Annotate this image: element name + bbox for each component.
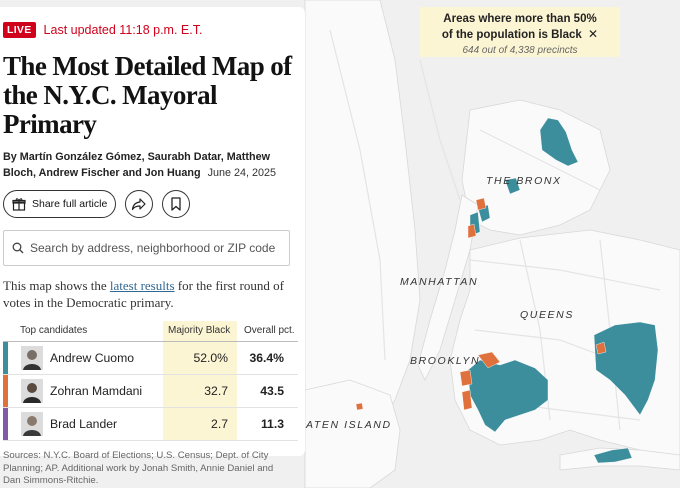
majority-black-value: 52.0% [193,351,228,365]
publish-date: June 24, 2025 [207,167,277,179]
map-legend: Areas where more than 50% of the populat… [420,7,620,57]
precincts-mamdani[interactable] [355,197,607,411]
header-overall-pct: Overall pct. [244,325,295,336]
avatar-cuomo [21,346,43,370]
overall-pct-value: 43.5 [260,384,284,398]
majority-black-highlight [163,321,237,440]
gift-icon [12,198,26,211]
article-actions: Share full article [3,190,305,218]
overall-pct-value: 11.3 [260,417,284,431]
bookmark-icon [171,197,181,211]
headline-line1: The Most Detailed Map of [3,51,292,81]
bookmark-button[interactable] [162,190,191,218]
map-label-staten-island: ATEN ISLAND [305,419,392,431]
byline-line1: By Martín González Gómez, Saurabh Datar,… [3,151,270,163]
map-label-manhattan: MANHATTAN [400,276,478,288]
close-icon[interactable]: ✕ [588,27,599,41]
legend-title: Areas where more than 50% of the populat… [420,12,620,43]
last-updated: Last updated 11:18 p.m. E.T. [43,23,203,37]
search-icon [12,242,24,254]
share-full-article-button[interactable]: Share full article [3,190,117,218]
table-row-lander[interactable]: Brad Lander 2.7 11.3 [3,408,298,441]
candidate-color-bar [3,375,8,407]
legend-subtitle: 644 out of 4,338 precincts [462,45,578,56]
candidate-name: Andrew Cuomo [50,351,134,365]
share-arrow-icon [132,198,146,211]
search-input[interactable] [30,241,280,255]
intro-after: for the first round of votes in the Demo… [3,278,284,310]
article-panel: LIVE Last updated 11:18 p.m. E.T. The Mo… [0,7,305,486]
map-label-brooklyn: BROOKLYN [410,355,480,367]
results-table: Top candidates Majority Black Overall pc… [3,321,298,441]
table-row-mamdani[interactable]: Zohran Mamdani 32.7 43.5 [3,375,298,408]
table-header: Top candidates Majority Black Overall pc… [3,321,298,342]
majority-black-value: 2.7 [211,417,228,431]
live-badge: LIVE [3,22,36,38]
map-label-bronx: THE BRONX [486,175,562,187]
candidate-color-bar [3,342,8,374]
intro-text: This map shows the latest results for th… [3,277,305,311]
table-row-cuomo[interactable]: Andrew Cuomo 52.0% 36.4% [3,342,298,375]
sources-note: Sources: N.Y.C. Board of Elections; U.S.… [3,450,274,486]
candidate-color-bar [3,408,8,440]
address-search[interactable] [3,230,290,266]
byline-line2: Bloch, Andrew Fischer and Jon Huang [3,167,201,179]
avatar-lander [21,412,43,436]
header-top-candidates: Top candidates [20,325,88,336]
headline-line2: the N.Y.C. Mayoral Primary [3,80,218,139]
share-label: Share full article [32,198,108,210]
byline: By Martín González Gómez, Saurabh Datar,… [3,149,305,181]
legend-title-line1: Areas where more than 50% [443,13,597,25]
headline: The Most Detailed Map of the N.Y.C. Mayo… [3,52,305,139]
overall-pct-value: 36.4% [249,351,284,365]
share-button[interactable] [125,190,154,218]
latest-results-link[interactable]: latest results [109,278,175,293]
legend-title-line2: of the population is Black [441,29,582,41]
map-label-queens: QUEENS [520,309,574,321]
precincts-cuomo[interactable] [467,117,659,464]
avatar-mamdani [21,379,43,403]
intro-before: This map shows the [3,278,110,293]
majority-black-value: 32.7 [204,384,228,398]
candidate-name: Zohran Mamdani [50,384,143,398]
header-majority-black: Majority Black [168,325,231,336]
candidate-name: Brad Lander [50,417,118,431]
live-row: LIVE Last updated 11:18 p.m. E.T. [3,21,305,39]
